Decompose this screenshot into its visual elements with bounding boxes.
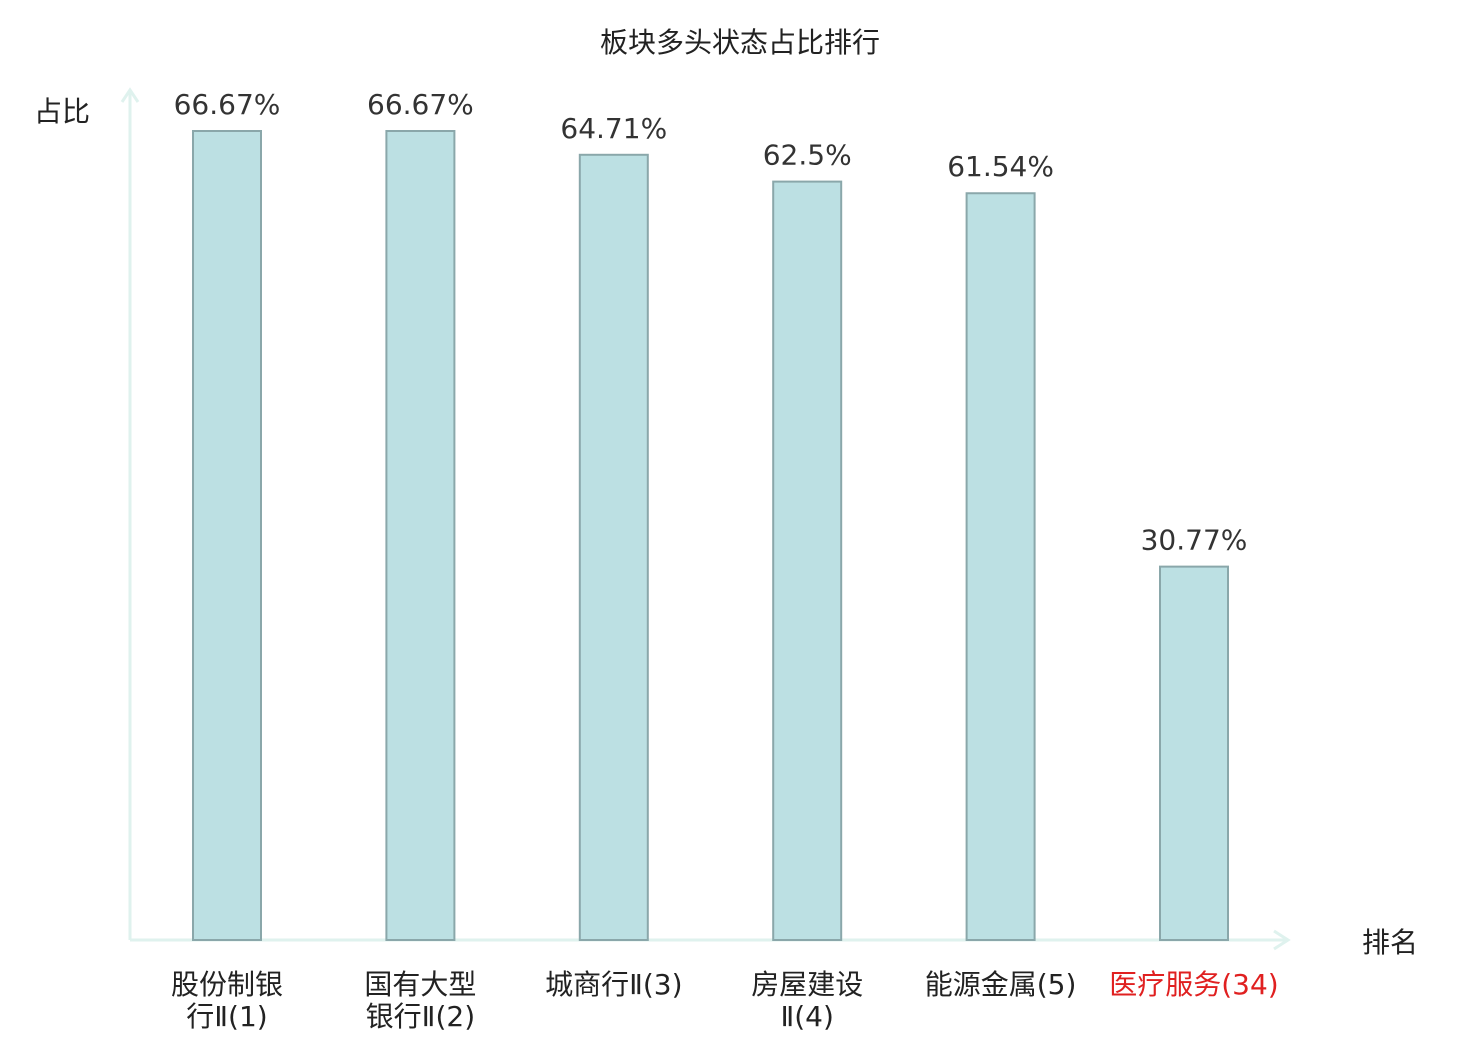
x-tick-label: 医疗服务(34) (1109, 968, 1278, 1001)
bar-value-label: 61.54% (947, 150, 1054, 183)
x-tick-label: Ⅱ(4) (780, 1000, 833, 1033)
x-tick-label: 银行Ⅱ(2) (366, 1000, 475, 1033)
bar-value-label: 64.71% (560, 112, 667, 145)
chart-title: 板块多头状态占比排行 (600, 26, 880, 59)
bar (772, 180, 843, 942)
bar (965, 192, 1036, 941)
bar-value-label: 66.67% (367, 88, 474, 121)
bar (385, 130, 456, 941)
bar-value-label: 66.67% (174, 88, 281, 121)
bar (1159, 565, 1229, 941)
x-axis-arrow (1273, 929, 1291, 951)
x-tick-label: 城商行Ⅱ(3) (545, 968, 682, 1001)
y-axis-arrow (120, 87, 140, 103)
x-tick-label: 行Ⅱ(1) (186, 1000, 267, 1033)
bar-value-label: 62.5% (763, 139, 852, 172)
value-labels-group: 66.67% 66.67% 64.71% 62.5% 61.54% 30.77% (174, 88, 1248, 557)
bar (578, 153, 649, 942)
x-tick-label: 能源金属(5) (925, 968, 1077, 1001)
x-tick-label: 房屋建设 (751, 968, 863, 1001)
y-axis-label: 占比 (34, 95, 90, 128)
bars-group (192, 130, 1229, 942)
x-axis-label: 排名 (1362, 926, 1418, 959)
axes (120, 87, 1291, 951)
bar (192, 130, 262, 941)
x-tick-label: 股份制银 (171, 968, 283, 1001)
x-tick-label: 国有大型 (364, 968, 476, 1001)
bar-value-label: 30.77% (1141, 524, 1248, 557)
